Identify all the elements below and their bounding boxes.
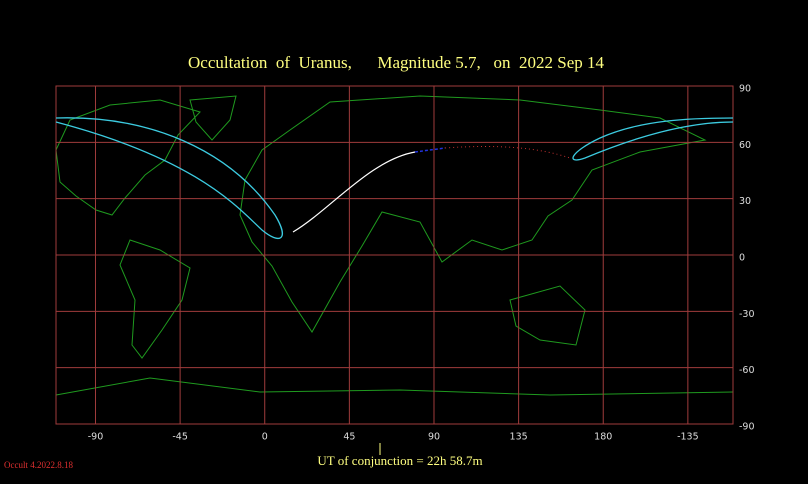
x-tick-label: 90	[428, 432, 440, 443]
x-tick-label: -45	[172, 432, 188, 443]
y-tick-label: 30	[739, 196, 751, 207]
y-tick-label: 0	[739, 253, 745, 264]
central-line-daylight	[444, 145, 571, 159]
eurasia-africa	[239, 95, 707, 333]
occultation-path	[55, 117, 734, 240]
x-tick-label: 0	[262, 432, 268, 443]
y-tick-label: -90	[739, 422, 755, 433]
footer: UT of conjunction = 22h 58.7m	[317, 453, 482, 468]
x-tick-label: -135	[677, 432, 699, 443]
x-tick-label: -90	[88, 432, 104, 443]
y-tick-label: -30	[739, 309, 755, 320]
x-tick-label: 135	[510, 432, 528, 443]
greenland	[189, 95, 237, 141]
y-tick-label: -60	[739, 365, 755, 376]
path-limit-east	[572, 117, 734, 161]
grid	[56, 85, 733, 425]
version: Occult 4.2022.8.18	[4, 460, 73, 470]
x-tick-label: 180	[594, 432, 612, 443]
north-america	[55, 99, 201, 216]
path-limit-west	[55, 117, 283, 240]
antarctica	[55, 377, 734, 396]
map-title: Occultation of Uranus, Magnitude 5.7, on…	[188, 53, 604, 72]
central-line-twilight	[414, 147, 446, 153]
y-tick-label: 60	[739, 140, 751, 151]
x-tick-label: 45	[343, 432, 355, 443]
australia	[509, 285, 586, 346]
central-line	[292, 151, 416, 233]
map-frame	[55, 85, 734, 425]
y-tick-label: 90	[739, 84, 751, 95]
south-america	[119, 239, 191, 359]
